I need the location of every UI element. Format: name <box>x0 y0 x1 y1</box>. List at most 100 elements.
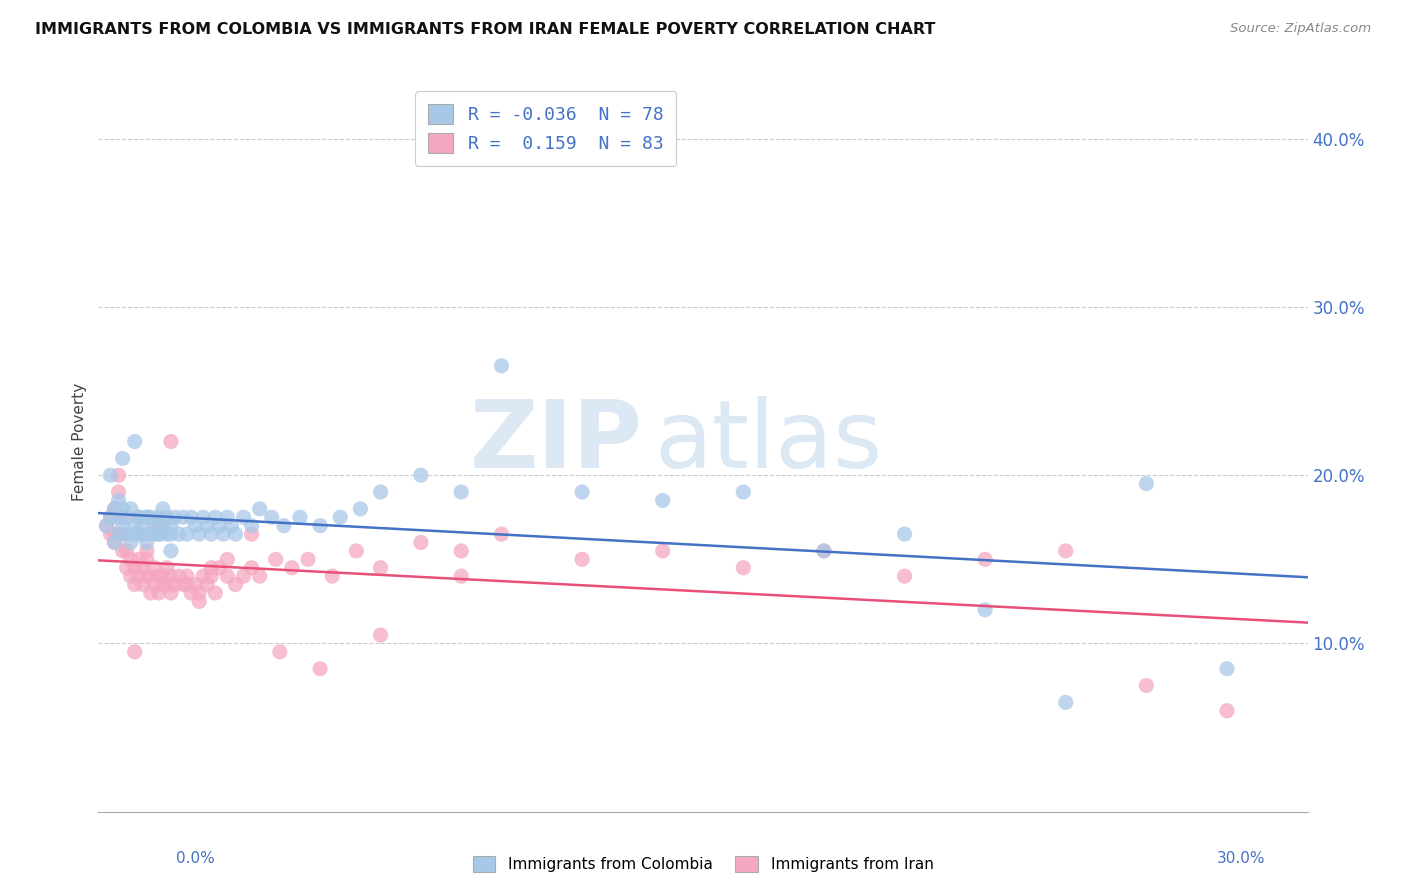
Point <box>571 552 593 566</box>
Point <box>143 527 166 541</box>
Text: ZIP: ZIP <box>470 395 643 488</box>
Point <box>176 577 198 591</box>
Point <box>139 569 162 583</box>
Point <box>96 518 118 533</box>
Point <box>273 518 295 533</box>
Point <box>893 527 915 541</box>
Point <box>132 577 155 591</box>
Point <box>450 569 472 583</box>
Point <box>184 518 207 533</box>
Point <box>103 501 125 516</box>
Point <box>143 518 166 533</box>
Point <box>329 510 352 524</box>
Point <box>135 510 157 524</box>
Point <box>232 569 254 583</box>
Point <box>152 518 174 533</box>
Point <box>1216 704 1239 718</box>
Point <box>115 527 138 541</box>
Point <box>115 544 138 558</box>
Point <box>249 569 271 583</box>
Point <box>128 552 150 566</box>
Point <box>195 577 218 591</box>
Point <box>120 535 142 549</box>
Point <box>195 518 218 533</box>
Point <box>249 501 271 516</box>
Point <box>176 527 198 541</box>
Point <box>124 645 146 659</box>
Point <box>200 569 222 583</box>
Point <box>148 569 170 583</box>
Point <box>107 527 129 541</box>
Point <box>148 518 170 533</box>
Point <box>156 510 179 524</box>
Point <box>571 485 593 500</box>
Point <box>221 518 243 533</box>
Point <box>370 628 392 642</box>
Point <box>733 560 755 574</box>
Point <box>152 577 174 591</box>
Point <box>200 560 222 574</box>
Point <box>139 527 162 541</box>
Point <box>370 560 392 574</box>
Point <box>212 527 235 541</box>
Point <box>733 485 755 500</box>
Point <box>240 527 263 541</box>
Point <box>450 485 472 500</box>
Point <box>309 518 332 533</box>
Point <box>491 359 513 373</box>
Point <box>111 544 134 558</box>
Point <box>120 501 142 516</box>
Y-axis label: Female Poverty: Female Poverty <box>72 383 87 500</box>
Point <box>180 586 202 600</box>
Point <box>115 560 138 574</box>
Point <box>103 535 125 549</box>
Point <box>111 510 134 524</box>
Legend: Immigrants from Colombia, Immigrants from Iran: Immigrants from Colombia, Immigrants fro… <box>465 848 941 880</box>
Point <box>111 527 134 541</box>
Point <box>172 577 194 591</box>
Point <box>143 560 166 574</box>
Point <box>124 527 146 541</box>
Point <box>309 662 332 676</box>
Point <box>1054 695 1077 709</box>
Point <box>160 586 183 600</box>
Text: IMMIGRANTS FROM COLOMBIA VS IMMIGRANTS FROM IRAN FEMALE POVERTY CORRELATION CHAR: IMMIGRANTS FROM COLOMBIA VS IMMIGRANTS F… <box>35 22 935 37</box>
Point <box>160 434 183 449</box>
Point <box>200 527 222 541</box>
Point <box>148 527 170 541</box>
Point <box>974 603 997 617</box>
Point <box>224 577 246 591</box>
Point <box>1135 476 1157 491</box>
Point <box>156 527 179 541</box>
Legend: R = -0.036  N = 78, R =  0.159  N = 83: R = -0.036 N = 78, R = 0.159 N = 83 <box>415 92 676 166</box>
Point <box>172 510 194 524</box>
Point <box>128 527 150 541</box>
Point <box>321 569 343 583</box>
Point <box>107 510 129 524</box>
Point <box>232 510 254 524</box>
Point <box>651 493 673 508</box>
Point <box>128 510 150 524</box>
Point <box>156 560 179 574</box>
Point <box>208 518 231 533</box>
Point <box>204 510 226 524</box>
Point <box>128 569 150 583</box>
Point <box>135 510 157 524</box>
Point <box>269 645 291 659</box>
Point <box>135 535 157 549</box>
Point <box>152 569 174 583</box>
Point <box>217 552 239 566</box>
Point <box>135 552 157 566</box>
Point <box>224 527 246 541</box>
Point <box>260 510 283 524</box>
Point <box>124 518 146 533</box>
Point <box>128 510 150 524</box>
Point <box>124 577 146 591</box>
Point <box>111 518 134 533</box>
Point <box>167 569 190 583</box>
Point <box>1135 679 1157 693</box>
Point <box>148 527 170 541</box>
Point <box>111 451 134 466</box>
Point <box>115 510 138 524</box>
Point <box>139 510 162 524</box>
